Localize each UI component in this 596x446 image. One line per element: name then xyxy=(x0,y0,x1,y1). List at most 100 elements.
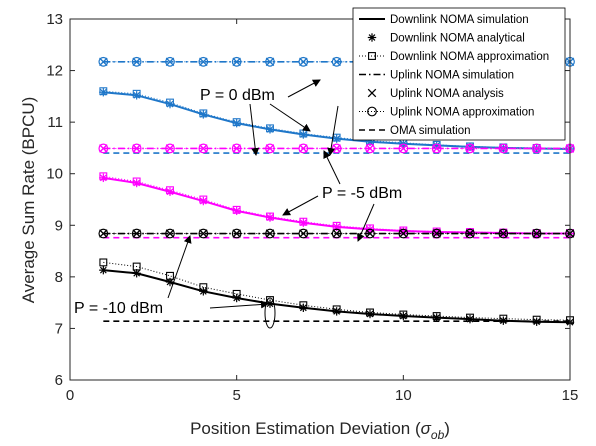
x-axis-label-symbol: σ xyxy=(421,419,432,438)
uplink-approximation-point-p1 xyxy=(198,143,209,154)
uplink-analysis-point-p1-stroke xyxy=(299,144,308,153)
downlink-analytical-point-p1 xyxy=(299,218,308,227)
downlink-analytical-point-p0-stroke xyxy=(99,88,107,96)
legend-entry: Downlink NOMA approximation xyxy=(359,51,549,63)
uplink-approximation-point-p2 xyxy=(531,228,542,239)
uplink-approximation-point-p1-ring xyxy=(265,143,275,154)
uplink-approximation-point-p1-ring xyxy=(431,143,442,154)
downlink-analytical-point-p1-stroke xyxy=(266,214,274,221)
legend-label: Uplink NOMA simulation xyxy=(390,70,514,82)
uplink-analysis-point-p2-stroke xyxy=(332,229,341,238)
y-axis-label: Average Sum Rate (BPCU) xyxy=(19,97,38,304)
downlink-analytical-point-p2-stroke xyxy=(466,315,474,323)
uplink-approximation-point-p1 xyxy=(231,143,242,154)
uplink-analysis-point-p2-stroke xyxy=(432,229,441,238)
x-axis-label-text: Position Estimation Deviation ( xyxy=(190,419,421,438)
uplink-analysis-point-p2 xyxy=(365,229,375,238)
uplink-approximation-point-p1-ring xyxy=(398,143,409,154)
uplink-approximation-point-p2 xyxy=(231,228,242,239)
uplink-analysis-point-p2-stroke xyxy=(99,229,108,238)
uplink-approximation-point-p0-ring xyxy=(198,56,209,67)
uplink-analysis-point-p1 xyxy=(532,144,541,153)
uplink-analysis-point-p1 xyxy=(299,144,308,153)
downlink-analytical-point-p1 xyxy=(232,206,241,216)
uplink-analysis-point-p1 xyxy=(465,144,475,153)
uplink-approximation-point-p1-ring xyxy=(465,143,475,154)
y-tick-label: 13 xyxy=(46,11,63,28)
uplink-analysis-point-p1 xyxy=(365,144,375,153)
annotation-p5-arrow-downlink xyxy=(282,195,319,216)
downlink-analytical-point-p1-stroke xyxy=(333,223,341,231)
uplink-approximation-point-p2 xyxy=(498,228,509,239)
legend-entry: Uplink NOMA analysis xyxy=(367,88,504,100)
legend-swatch-marker xyxy=(367,106,377,117)
downlink-analytical-point-p2-stroke xyxy=(233,294,241,302)
uplink-analysis-point-p1-stroke xyxy=(132,144,141,153)
uplink-approximation-point-p2-ring xyxy=(231,228,242,239)
downlink-analytical-point-p0 xyxy=(265,125,275,134)
x-tick-label: 5 xyxy=(232,387,240,404)
downlink-analytical-point-p2-stroke xyxy=(366,310,374,318)
annotation-p10: P = -10 dBm xyxy=(74,300,163,317)
downlink-analytical-point-p2 xyxy=(499,316,508,325)
legend-swatch-marker xyxy=(367,33,377,42)
plot-frame xyxy=(69,18,571,381)
uplink-analysis-point-p2 xyxy=(499,229,508,238)
annotation-p0: P = 0 dBm xyxy=(200,87,275,104)
uplink-approximation-point-p1 xyxy=(98,143,109,154)
legend-swatch-marker-stroke xyxy=(368,34,376,41)
y-tick-label: 12 xyxy=(46,63,63,80)
uplink-approximation-point-p2 xyxy=(265,228,275,239)
legend-swatch-marker xyxy=(367,88,377,98)
y-tick-label: 8 xyxy=(55,269,63,286)
uplink-analysis-point-p0-stroke xyxy=(99,57,108,67)
uplink-analysis-point-p1 xyxy=(499,144,508,153)
uplink-analysis-point-p2 xyxy=(299,229,308,238)
annotation-p10-arrow-uplink xyxy=(167,235,192,299)
downlink-analytical-point-p2-stroke xyxy=(99,266,107,274)
uplink-approximation-point-p1-ring xyxy=(531,143,542,154)
uplink-analysis-point-p1 xyxy=(399,144,408,153)
uplink-approximation-point-p2-ring xyxy=(265,228,275,239)
uplink-analysis-point-p1-stroke xyxy=(499,144,508,153)
uplink-approximation-point-p0 xyxy=(265,56,275,67)
uplink-approximation-point-p2 xyxy=(331,228,342,239)
uplink-analysis-point-p2-stroke xyxy=(165,229,175,238)
uplink-analysis-point-p0-stroke xyxy=(332,57,341,67)
uplink-approximation-point-p2-ring xyxy=(331,228,342,239)
annotation-layer: P = 0 dBm P = -5 dBm P = -10 dBm xyxy=(74,79,402,329)
uplink-analysis-point-p2-stroke xyxy=(399,229,408,238)
uplink-approximation-point-p1 xyxy=(531,143,542,154)
uplink-approximation-point-p2 xyxy=(365,228,375,239)
downlink-analytical-point-p1 xyxy=(132,178,141,188)
annotation-p0-arrow-uplink xyxy=(287,79,321,98)
downlink-analytical-point-p2-stroke xyxy=(333,308,341,315)
uplink-approximation-point-p2 xyxy=(98,228,109,239)
uplink-approximation-point-p2-ring xyxy=(298,228,309,239)
downlink-analytical-point-p0 xyxy=(299,130,308,139)
uplink-analysis-point-p2 xyxy=(232,229,241,238)
downlink-analytical-point-p0-stroke xyxy=(199,111,207,118)
legend-box xyxy=(352,7,566,141)
downlink-analytical-point-p2-stroke xyxy=(399,312,407,320)
uplink-analysis-point-p1-stroke xyxy=(432,144,441,153)
downlink-analytical-point-p0-stroke xyxy=(233,119,241,127)
uplink-approximation-point-p1 xyxy=(165,143,175,154)
downlink-analytical-point-p1-stroke xyxy=(199,197,207,205)
axes-layer: 0 5 10 15 6 7 8 9 10 11 12 13 xyxy=(46,11,578,404)
legend-entry: OMA simulation xyxy=(359,125,471,137)
uplink-approximation-point-p1 xyxy=(365,143,375,154)
uplink-analysis-point-p0 xyxy=(265,57,275,67)
uplink-approximation-point-p2 xyxy=(465,228,475,239)
uplink-analysis-point-p2 xyxy=(265,229,275,238)
downlink-approximation-point-p2-box xyxy=(99,258,108,267)
uplink-analysis-point-p2-stroke xyxy=(532,229,541,238)
downlink-analytical-point-p1 xyxy=(199,196,208,206)
annotation-p5: P = -5 dBm xyxy=(322,185,402,202)
uplink-analysis-point-p0-stroke xyxy=(265,57,275,67)
uplink-analysis-point-p2-stroke xyxy=(299,229,308,238)
uplink-analysis-point-p0 xyxy=(165,57,175,67)
downlink-analytical-point-p2 xyxy=(99,265,108,275)
uplink-approximation-point-p0 xyxy=(198,56,209,67)
